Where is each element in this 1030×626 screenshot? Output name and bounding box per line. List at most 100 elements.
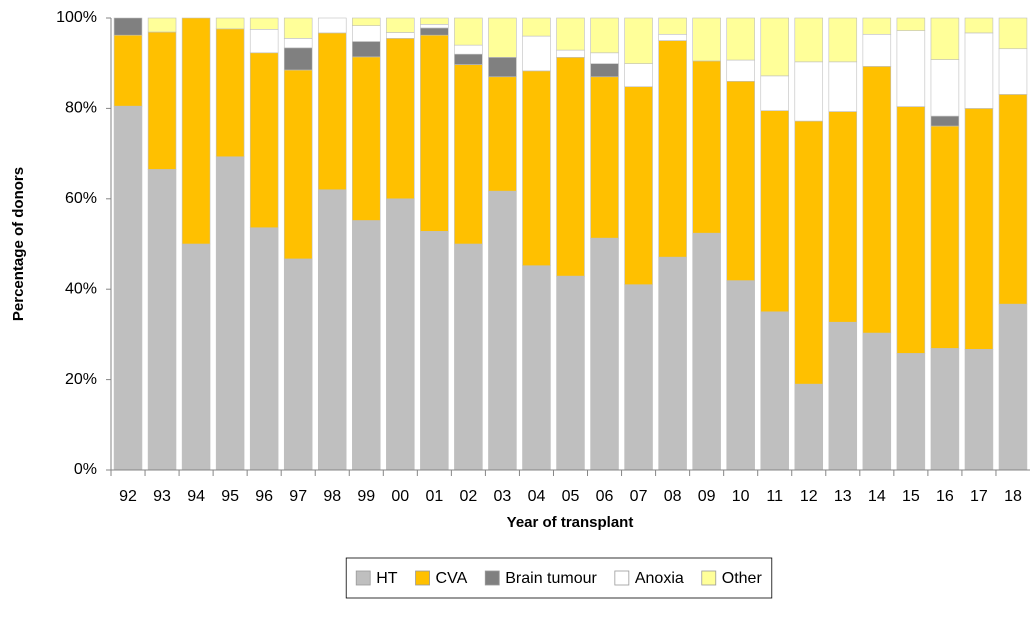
x-tick-label: 92 (119, 488, 137, 505)
bar-segment (283, 69, 313, 260)
x-tick-label: 14 (868, 488, 886, 505)
bar-segment (420, 231, 449, 471)
bar-segment (113, 17, 143, 36)
x-tick-label: 93 (153, 488, 171, 505)
bar-segment (454, 17, 483, 46)
bar-segment (726, 17, 755, 61)
x-tick-label: 98 (323, 488, 341, 505)
bar-segment (964, 32, 994, 109)
bar-segment (590, 76, 619, 239)
x-tick-label: 06 (596, 488, 614, 505)
y-tick-label: 20% (65, 371, 97, 388)
bar-segment (488, 17, 517, 58)
legend-label: Anoxia (635, 570, 684, 587)
bar-segment (454, 64, 483, 245)
bar-segment (317, 189, 347, 471)
bar-segment (215, 156, 245, 471)
x-tick-label: 95 (221, 488, 239, 505)
y-tick-label: 0% (74, 461, 97, 478)
bar-segment (556, 275, 585, 471)
bar-segment (624, 86, 653, 285)
bar-segment (658, 40, 687, 258)
x-tick-label: 97 (289, 488, 307, 505)
bar-segment (896, 353, 926, 471)
bar-segment (930, 125, 960, 349)
bar-segment (352, 56, 381, 221)
bar-segment (249, 52, 279, 229)
bar-segment (283, 258, 313, 471)
bar-segment (658, 33, 687, 41)
bar-segment (181, 17, 211, 245)
x-tick-label: 99 (357, 488, 375, 505)
bar-segment (760, 75, 789, 111)
bar-segment (317, 17, 347, 34)
x-tick-label: 03 (494, 488, 512, 505)
bar-segment (522, 70, 551, 266)
bar-segment (556, 49, 585, 58)
bar-segment (181, 243, 211, 471)
bar-segment (726, 59, 755, 82)
bar-segment (420, 27, 449, 36)
x-tick-label: 05 (562, 488, 580, 505)
bar-segment (998, 303, 1028, 471)
bar-segment (283, 38, 313, 49)
x-tick-label: 94 (187, 488, 205, 505)
bar-segment (317, 32, 347, 191)
bar-segment (930, 59, 960, 117)
bar-segment (998, 94, 1028, 305)
bar-segment (420, 24, 449, 29)
x-tick-label: 11 (766, 488, 783, 505)
bar-segment (624, 63, 653, 88)
bar-segment (590, 237, 619, 471)
legend-swatch (415, 570, 430, 586)
bar-segment (454, 44, 483, 55)
bar-segment (658, 256, 687, 471)
bar-segment (658, 17, 687, 35)
legend-swatch (355, 570, 371, 586)
bar-segment (522, 265, 551, 471)
bar-segment (147, 17, 177, 33)
bar-segment (249, 227, 279, 471)
x-tick-label: 18 (1004, 488, 1022, 505)
bar-segment (590, 63, 619, 78)
bar-segment (760, 17, 789, 77)
bar-segment (998, 48, 1028, 95)
bar-segment (147, 169, 177, 471)
x-tick-label: 04 (528, 488, 546, 505)
x-tick-label: 07 (630, 488, 648, 505)
x-tick-label: 16 (936, 488, 954, 505)
x-tick-label: 09 (698, 488, 716, 505)
bar-segment (352, 25, 381, 42)
y-tick-label: 40% (65, 280, 97, 297)
legend-label: Other (722, 570, 763, 587)
bar-segment (896, 17, 926, 31)
bar-segment (760, 311, 789, 471)
bar-segment (964, 17, 994, 34)
bar-segment (386, 38, 415, 200)
bar-segment (726, 80, 755, 281)
bar-segment (930, 17, 960, 60)
bar-segment (896, 106, 926, 354)
bar-segment (794, 120, 824, 385)
bar-segment (964, 349, 994, 471)
bar-segment (828, 321, 858, 471)
bar-segment (794, 383, 824, 471)
bar-segment (964, 108, 994, 350)
bar-segment (488, 76, 517, 192)
bar-segment (420, 17, 449, 25)
bar-segment (692, 232, 721, 471)
bar-segment (283, 17, 313, 39)
bar-segment (249, 17, 279, 30)
bar-segment (386, 17, 415, 33)
bar-segment (454, 53, 483, 65)
x-tick-label: 10 (732, 488, 750, 505)
bar-segment (352, 17, 381, 26)
x-axis-title: Year of transplant (507, 514, 634, 531)
bar-segment (352, 41, 381, 58)
bar-segment (828, 61, 858, 112)
bar-segment (215, 17, 245, 30)
bar-segment (862, 17, 892, 35)
x-tick-label: 96 (255, 488, 273, 505)
bar-segment (726, 280, 755, 471)
